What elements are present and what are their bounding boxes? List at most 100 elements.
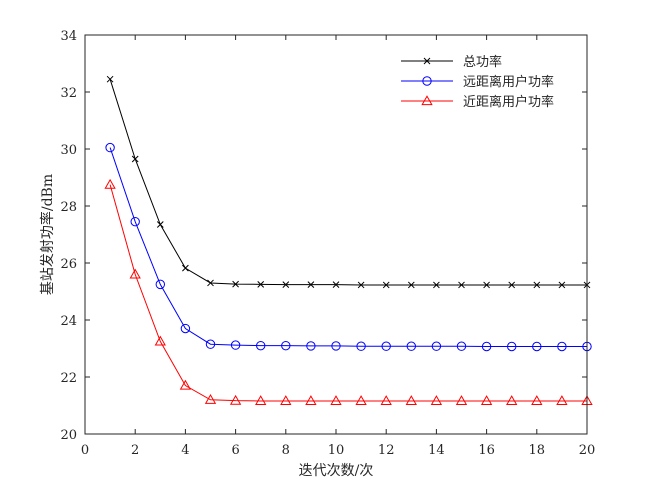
x-tick-label: 16 (478, 443, 495, 458)
data-point-far-user-power (406, 341, 416, 351)
data-point-near-user-power (280, 395, 292, 406)
data-point-total-power (558, 281, 566, 289)
data-point-far-user-power (381, 341, 391, 351)
x-tick-label: 8 (282, 443, 290, 458)
x-tick-label: 2 (131, 443, 139, 458)
legend-label-near-user-power: 近距离用户功率 (463, 94, 554, 110)
series-layer (104, 75, 593, 406)
legend-marker-total-power (423, 57, 431, 65)
legend-label-far-user-power: 远距离用户功率 (463, 74, 554, 90)
y-tick-label: 28 (60, 200, 77, 215)
data-point-total-power (433, 281, 440, 289)
data-point-far-user-power (230, 340, 241, 350)
x-axis-ticks: 0 2 4 6 8 10 12 14 16 18 20 (81, 35, 595, 458)
y-axis-label: 基站发射功率/dBm (39, 174, 56, 295)
y-tick-label: 22 (60, 371, 77, 386)
data-point-near-user-power (531, 395, 543, 406)
data-point-far-user-power (331, 341, 341, 351)
data-point-total-power (207, 279, 214, 287)
series-line-total-power (109, 79, 587, 286)
data-point-total-power (382, 281, 390, 289)
data-point-far-user-power (105, 142, 115, 153)
data-point-total-power (533, 281, 541, 289)
data-point-total-power (106, 75, 114, 83)
y-tick-label: 34 (60, 29, 77, 44)
data-point-total-power (156, 221, 164, 228)
series-line-near-user-power (109, 184, 587, 402)
legend-marker-shape (422, 76, 432, 86)
y-tick-label: 20 (60, 428, 77, 443)
series-near-user-power (104, 178, 593, 406)
data-point-far-user-power (130, 216, 140, 227)
data-point-far-user-power (155, 279, 166, 290)
data-point-total-power (332, 281, 340, 289)
data-point-total-power (131, 155, 139, 163)
series-far-user-power (105, 142, 592, 352)
legend-marker-near-user-power (421, 95, 433, 106)
x-tick-label: 12 (378, 443, 395, 458)
y-axis-ticks: 20 22 24 26 28 30 32 34 (60, 29, 587, 443)
x-tick-label: 14 (428, 443, 445, 458)
y-tick-label: 30 (60, 143, 77, 158)
data-point-far-user-power (256, 340, 266, 351)
x-axis-label: 迭代次数/次 (299, 463, 374, 479)
legend-label-total-power: 总功率 (463, 54, 502, 70)
y-tick-label: 26 (60, 257, 77, 272)
x-tick-label: 0 (81, 443, 89, 458)
x-tick-label: 10 (328, 443, 345, 458)
data-point-far-user-power (532, 341, 542, 352)
legend-entry-total-power: 总功率 (401, 54, 502, 70)
data-point-far-user-power (431, 341, 442, 351)
data-point-near-user-power (204, 393, 217, 404)
data-point-far-user-power (205, 339, 216, 349)
data-point-near-user-power (380, 395, 392, 406)
x-tick-label: 18 (529, 443, 546, 458)
data-point-total-power (458, 281, 465, 289)
data-point-near-user-power (305, 395, 317, 406)
data-point-near-user-power (405, 395, 417, 406)
y-tick-label: 24 (60, 314, 77, 329)
data-point-far-user-power (281, 340, 291, 351)
data-point-near-user-power (229, 394, 242, 405)
data-point-total-power (357, 281, 365, 289)
legend-marker-shape (423, 57, 431, 65)
legend: 总功率 远距离用户功率 近距离用户功率 (395, 48, 575, 114)
data-point-total-power (257, 281, 265, 288)
data-point-near-user-power (506, 395, 518, 406)
data-point-near-user-power (455, 395, 468, 406)
legend-marker-shape (421, 95, 433, 106)
data-point-far-user-power (456, 341, 467, 351)
data-point-total-power (282, 281, 290, 289)
x-tick-label: 20 (579, 443, 596, 458)
data-point-near-user-power (430, 395, 443, 406)
data-point-total-power (508, 281, 516, 289)
data-point-near-user-power (255, 395, 267, 406)
data-point-near-user-power (355, 395, 367, 406)
x-tick-label: 6 (231, 443, 239, 458)
data-point-near-user-power (104, 178, 116, 189)
legend-entry-far-user-power: 远距离用户功率 (401, 74, 554, 90)
data-point-near-user-power (480, 395, 493, 406)
data-point-near-user-power (129, 268, 141, 279)
series-total-power (106, 75, 591, 289)
series-line-far-user-power (109, 147, 587, 348)
legend-entry-near-user-power: 近距离用户功率 (401, 94, 554, 110)
data-point-total-power (407, 281, 415, 289)
x-tick-label: 4 (181, 443, 189, 458)
data-point-far-user-power (557, 341, 567, 352)
data-point-far-user-power (356, 341, 366, 351)
data-point-near-user-power (154, 335, 166, 346)
data-point-total-power (232, 280, 239, 288)
legend-marker-far-user-power (422, 76, 432, 86)
data-point-total-power (307, 281, 315, 289)
data-point-far-user-power (481, 341, 492, 352)
y-tick-label: 32 (60, 86, 77, 101)
data-point-far-user-power (180, 323, 191, 334)
data-point-far-user-power (507, 341, 517, 352)
data-point-near-user-power (556, 395, 568, 406)
data-point-near-user-power (179, 379, 192, 390)
data-point-far-user-power (306, 341, 316, 351)
data-point-total-power (483, 281, 490, 289)
plot-area-frame (84, 34, 588, 435)
